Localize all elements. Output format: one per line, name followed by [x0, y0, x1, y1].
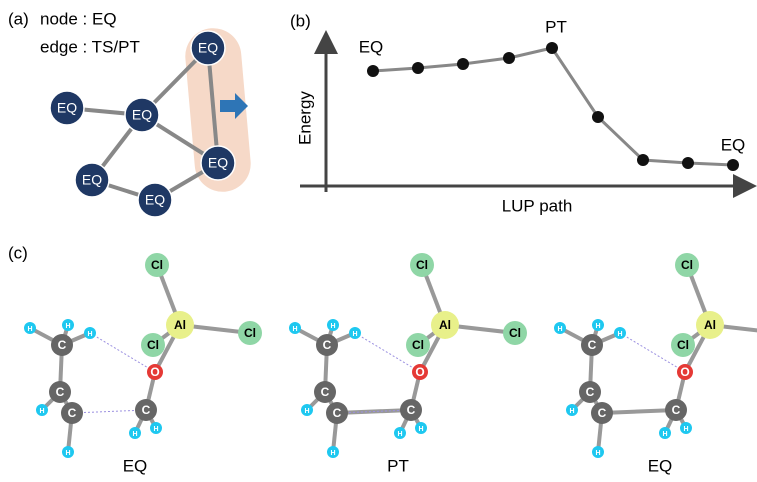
atom-label: H [617, 331, 622, 338]
atom-label: Cl [677, 338, 689, 352]
figure: (a) node : EQ edge : TS/PT EQEQEQEQEQEQ … [0, 0, 757, 477]
node-label: EQ [208, 155, 228, 171]
atom-label: Cl [412, 338, 424, 352]
node-label: EQ [145, 192, 165, 208]
atom-label: Cl [509, 326, 521, 340]
structure-label: EQ [648, 456, 673, 475]
atom-label: Al [704, 318, 716, 332]
legend-node: node : EQ [40, 9, 117, 28]
atom-label: H [39, 408, 44, 415]
atom-label: C [56, 385, 65, 399]
legend-edge: edge : TS/PT [40, 37, 140, 56]
atom-label: Cl [151, 258, 163, 272]
panel-label: (b) [290, 11, 311, 30]
atom-label: C [588, 338, 597, 352]
atom-label: C [321, 385, 330, 399]
atom-label: Cl [416, 258, 428, 272]
atom-label: H [27, 326, 32, 333]
path-line [373, 48, 733, 165]
atom-label: H [557, 326, 562, 333]
atom-label: O [150, 365, 159, 379]
atom-label: Cl [244, 326, 256, 340]
atom-label: H [65, 450, 70, 457]
path-points [367, 42, 739, 171]
bond [602, 410, 676, 413]
atom-label: H [683, 426, 688, 433]
atom-label: O [680, 365, 689, 379]
atom-label: Al [174, 318, 186, 332]
atom-label: H [397, 431, 402, 438]
atom-label: H [87, 331, 92, 338]
atom-label: H [153, 426, 158, 433]
annotation: EQ [359, 37, 384, 56]
panel-label: (c) [8, 243, 28, 262]
atom-label: H [65, 323, 70, 330]
atom-label: H [292, 326, 297, 333]
atom-label: H [662, 431, 667, 438]
atom-label: C [672, 403, 681, 417]
atom-label: H [595, 450, 600, 457]
atom-label: H [569, 408, 574, 415]
atom-label: H [418, 426, 423, 433]
node-label: EQ [198, 40, 218, 56]
atom-label: H [330, 450, 335, 457]
annotation: PT [545, 17, 567, 36]
atom-label: C [58, 338, 67, 352]
atom-label: C [333, 406, 342, 420]
atom-label: Al [439, 318, 451, 332]
atom-label: C [586, 385, 595, 399]
atom-label: H [330, 323, 335, 330]
atom-label: C [598, 406, 607, 420]
atom-label: C [323, 338, 332, 352]
atom-label: O [415, 365, 424, 379]
node-label: EQ [82, 172, 102, 188]
x-axis-label: LUP path [502, 196, 573, 215]
atom-label: Cl [681, 258, 693, 272]
atom-label: H [132, 431, 137, 438]
y-axis-label: Energy [295, 91, 314, 145]
atom-label: C [68, 406, 77, 420]
atom-label: Cl [147, 338, 159, 352]
node-label: EQ [132, 107, 152, 123]
atom-label: H [304, 408, 309, 415]
atom-label: C [142, 403, 151, 417]
panel-label: (a) [8, 9, 29, 28]
atom-label: H [595, 323, 600, 330]
node-label: EQ [57, 100, 77, 116]
atom-label: C [407, 403, 416, 417]
annotation: EQ [721, 135, 746, 154]
atom-label: H [352, 331, 357, 338]
h-bond [72, 410, 146, 413]
structure-label: PT [387, 456, 409, 475]
structure-label: EQ [123, 456, 148, 475]
